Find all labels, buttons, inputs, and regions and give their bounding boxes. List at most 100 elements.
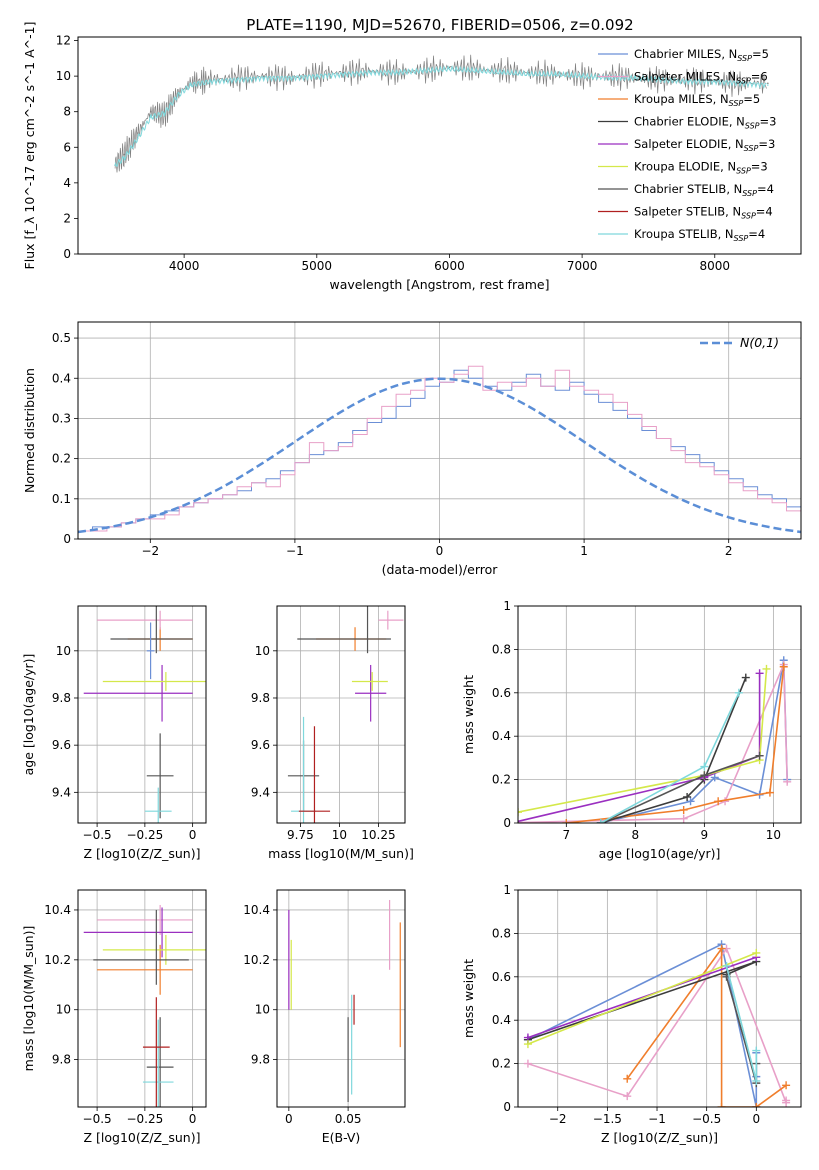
data-point	[123, 153, 126, 156]
x-tick-label: 2	[725, 544, 733, 558]
data-point	[554, 73, 557, 76]
panel-spectrum: 4000 5000 6000 7000 8000 0 2 4 6 8 10 12 wavelength …	[22, 22, 802, 292]
data-point	[163, 112, 166, 115]
data-point	[713, 80, 716, 83]
data-point-marker	[710, 773, 719, 782]
y-tick-label: 8	[63, 105, 71, 119]
data-point-marker	[752, 948, 761, 957]
data-point-marker	[752, 1076, 761, 1085]
y-tick-label: 9.4	[52, 785, 71, 799]
plot-frame	[77, 605, 207, 824]
y-tick-label: 9.8	[52, 1053, 71, 1067]
series-line-Kroupa MILES	[566, 666, 785, 823]
y-axis-label: Flux [f_λ 10^-17 erg cm^-2 s^-1 A^-1]	[22, 22, 37, 270]
x-tick-label: 9	[701, 828, 709, 842]
data-point	[189, 84, 192, 86]
data-point	[150, 110, 152, 113]
x-tick-label: 0	[436, 544, 444, 558]
series-line-Salpeter ELODIE	[518, 673, 761, 823]
y-axis-label: age [log10(age/yr)]	[21, 654, 36, 776]
legend-label: Salpeter STELIB, NSSP=4	[634, 205, 773, 221]
legend-subscript: SSP	[741, 212, 756, 221]
panel-age-vs-Z: −0.5 −0.25 0 9.4 9.6 9.8 10 Z [log10(Z/Z_sun)] a…	[21, 605, 207, 861]
figure-title: PLATE=1190, MJD=52670, FIBERID=0506, z=0…	[246, 16, 633, 34]
data-point-marker	[623, 1092, 632, 1101]
x-tick-label: 0	[189, 1112, 197, 1126]
legend-subscript: SSP	[737, 54, 752, 63]
data-point-marker	[523, 1040, 532, 1049]
data-point	[150, 116, 152, 118]
x-tick-label: 5000	[302, 259, 333, 273]
data-point-marker	[679, 814, 688, 823]
x-tick-label: −0.5	[83, 1112, 112, 1126]
plot-area	[287, 606, 404, 823]
x-tick-label: −1	[286, 544, 304, 558]
data-point	[369, 71, 371, 74]
histogram-Chabrier MILES	[78, 369, 801, 532]
data-point-marker	[765, 788, 774, 797]
data-point-marker	[741, 673, 750, 682]
data-point-marker	[562, 819, 571, 823]
data-point	[687, 78, 690, 81]
data-point-marker	[782, 1096, 791, 1105]
data-point-marker	[700, 762, 709, 771]
gaussian-curve	[78, 377, 801, 534]
data-point	[136, 132, 139, 134]
x-tick-label: 9.75	[287, 828, 314, 842]
x-axis-label: age [log10(age/yr)]	[599, 846, 721, 861]
data-point	[236, 78, 238, 81]
x-tick-label: 10	[766, 828, 781, 842]
x-axis-label: (data-model)/error	[382, 562, 499, 577]
data-point-marker	[623, 1074, 632, 1083]
x-tick-label: 1	[580, 544, 588, 558]
data-point-marker	[783, 777, 792, 786]
legend-label: Kroupa ELODIE, NSSP=3	[634, 160, 768, 176]
data-point-marker	[518, 808, 522, 817]
y-tick-label: 0	[503, 816, 511, 830]
plot-frame	[77, 36, 802, 255]
x-tick-label: 10	[332, 828, 347, 842]
data-point	[289, 77, 292, 79]
x-axis-label: mass [log10(M/M_sun)]	[268, 846, 414, 861]
x-axis-label: Z [log10(Z/Z_sun)]	[601, 1130, 718, 1145]
legend-tail: =3	[758, 137, 775, 151]
data-point-marker	[596, 819, 605, 823]
y-tick-label: 4	[63, 176, 71, 190]
data-point	[422, 69, 424, 72]
y-tick-label: 0.2	[492, 1057, 511, 1071]
data-point	[395, 71, 398, 74]
legend-label: Salpeter ELODIE, NSSP=3	[634, 137, 775, 153]
x-axis-label: wavelength [Angstrom, rest frame]	[329, 277, 549, 292]
data-point	[262, 77, 265, 79]
y-tick-label: 10	[255, 644, 270, 658]
legend-tail: =3	[760, 115, 777, 129]
x-tick-label: −2	[141, 544, 159, 558]
y-tick-label: 10.4	[243, 903, 270, 917]
y-tick-label: 10.4	[44, 903, 71, 917]
legend-label: N(0,1)	[740, 335, 779, 350]
plot-area	[83, 606, 206, 823]
y-tick-label: 0.3	[52, 411, 71, 425]
y-tick-label: 0.4	[492, 1013, 511, 1027]
data-point-marker	[683, 792, 692, 801]
data-point-marker	[700, 771, 709, 780]
legend-subscript: SSP	[734, 234, 749, 243]
data-point-marker	[722, 961, 731, 970]
data-point-marker	[493, 819, 501, 827]
x-axis-label: Z [log10(Z/Z_sun)]	[84, 1130, 201, 1145]
legend-tail: =5	[743, 92, 760, 106]
legend-label: Kroupa STELIB, NSSP=4	[634, 227, 765, 243]
y-tick-label: 0.2	[492, 773, 511, 787]
data-point	[767, 84, 769, 86]
x-tick-label: −2	[549, 1112, 567, 1126]
plot-frame	[517, 605, 802, 824]
y-tick-label: 9.4	[251, 785, 270, 799]
legend-tail: =4	[748, 227, 765, 241]
plot-area	[114, 54, 769, 173]
data-point	[501, 71, 504, 74]
legend: Chabrier MILES, NSSP=5 Salpeter MILES, NS…	[598, 47, 776, 243]
y-tick-label: 0.4	[52, 371, 71, 385]
data-point	[315, 75, 318, 77]
x-tick-label: 0	[189, 828, 197, 842]
series-line-Kroupa ELODIE	[518, 668, 768, 813]
